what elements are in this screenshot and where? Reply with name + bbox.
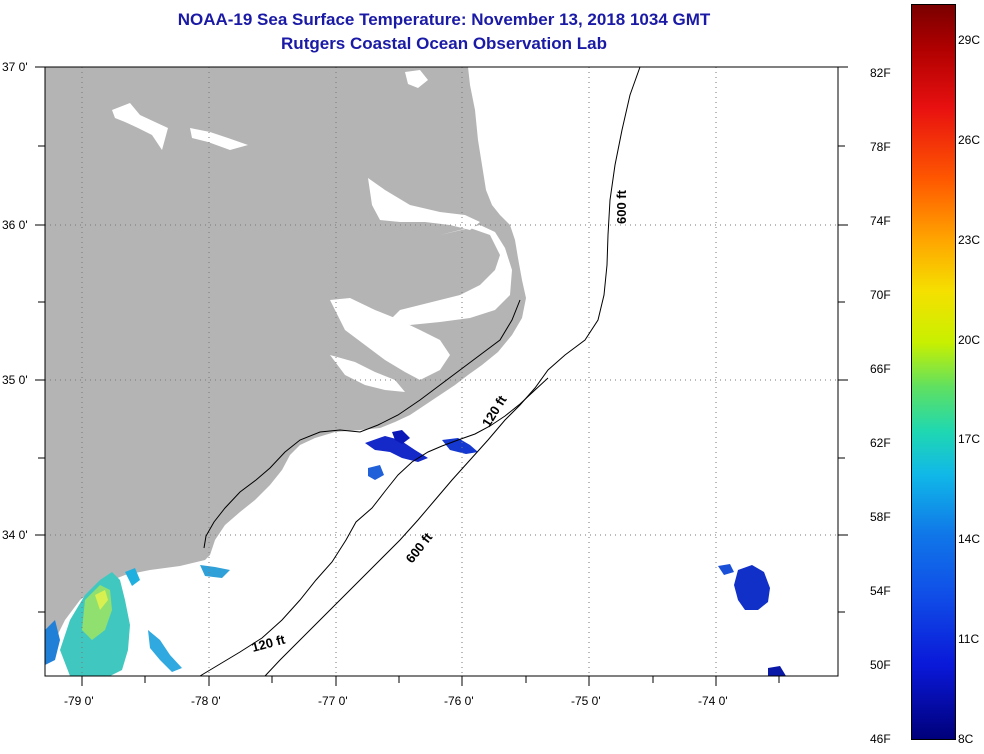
- lake-inland: [112, 103, 168, 150]
- lon-label-79: -79 0': [64, 694, 94, 708]
- colorbar-c-29: 29C: [958, 33, 981, 47]
- grid-lines: [45, 67, 838, 676]
- lat-label-36: 36 0': [2, 218, 28, 232]
- colorbar-c-26: 26C: [958, 133, 981, 147]
- colorbar-f-58: 58F: [870, 510, 891, 524]
- lon-label-75: -75 0': [571, 694, 601, 708]
- temperature-colorbar: [911, 4, 956, 740]
- lat-label-34: 34 0': [2, 528, 28, 542]
- sound-pamlico: [390, 225, 512, 325]
- colorbar-c-20: 20C: [958, 333, 981, 347]
- axis-ticks: [35, 66, 848, 686]
- lat-label-37: 37 0': [2, 60, 28, 74]
- chart-title: NOAA-19 Sea Surface Temperature: Novembe…: [177, 10, 711, 29]
- colorbar-f-66: 66F: [870, 362, 891, 376]
- colorbar-f-46: 46F: [870, 732, 891, 746]
- river-neuse: [330, 298, 450, 380]
- colorbar-f-62: 62F: [870, 436, 891, 450]
- lon-label-77: -77 0': [318, 694, 348, 708]
- chart-subtitle: Rutgers Coastal Ocean Observation Lab: [281, 34, 607, 53]
- colorbar-c-17: 17C: [958, 432, 981, 446]
- contour-label-600-north: 600 ft: [614, 189, 629, 224]
- colorbar-f-74: 74F: [870, 214, 891, 228]
- bay-lower: [330, 355, 405, 392]
- colorbar-c-14: 14C: [958, 532, 981, 546]
- colorbar-f-70: 70F: [870, 288, 891, 302]
- lon-label-78: -78 0': [191, 694, 221, 708]
- inlet-north: [405, 70, 428, 88]
- colorbar-f-78: 78F: [870, 140, 891, 154]
- sound-albemarle: [368, 178, 480, 230]
- lon-label-74: -74 0': [698, 694, 728, 708]
- sst-southwest-patch: [45, 568, 182, 676]
- lat-label-35: 35 0': [2, 373, 28, 387]
- lon-label-76: -76 0': [444, 694, 474, 708]
- lake-inland-2: [190, 128, 248, 150]
- colorbar-c-23: 23C: [958, 233, 981, 247]
- sst-cold-patches: [200, 430, 786, 676]
- colorbar-f-50: 50F: [870, 658, 891, 672]
- colorbar-c-8: 8C: [958, 732, 974, 746]
- colorbar-c-11: 11C: [958, 632, 980, 646]
- bathymetry-contours: [199, 66, 641, 677]
- colorbar-f-82: 82F: [870, 66, 891, 80]
- colorbar-f-54: 54F: [870, 584, 891, 598]
- map-border: [44, 66, 839, 677]
